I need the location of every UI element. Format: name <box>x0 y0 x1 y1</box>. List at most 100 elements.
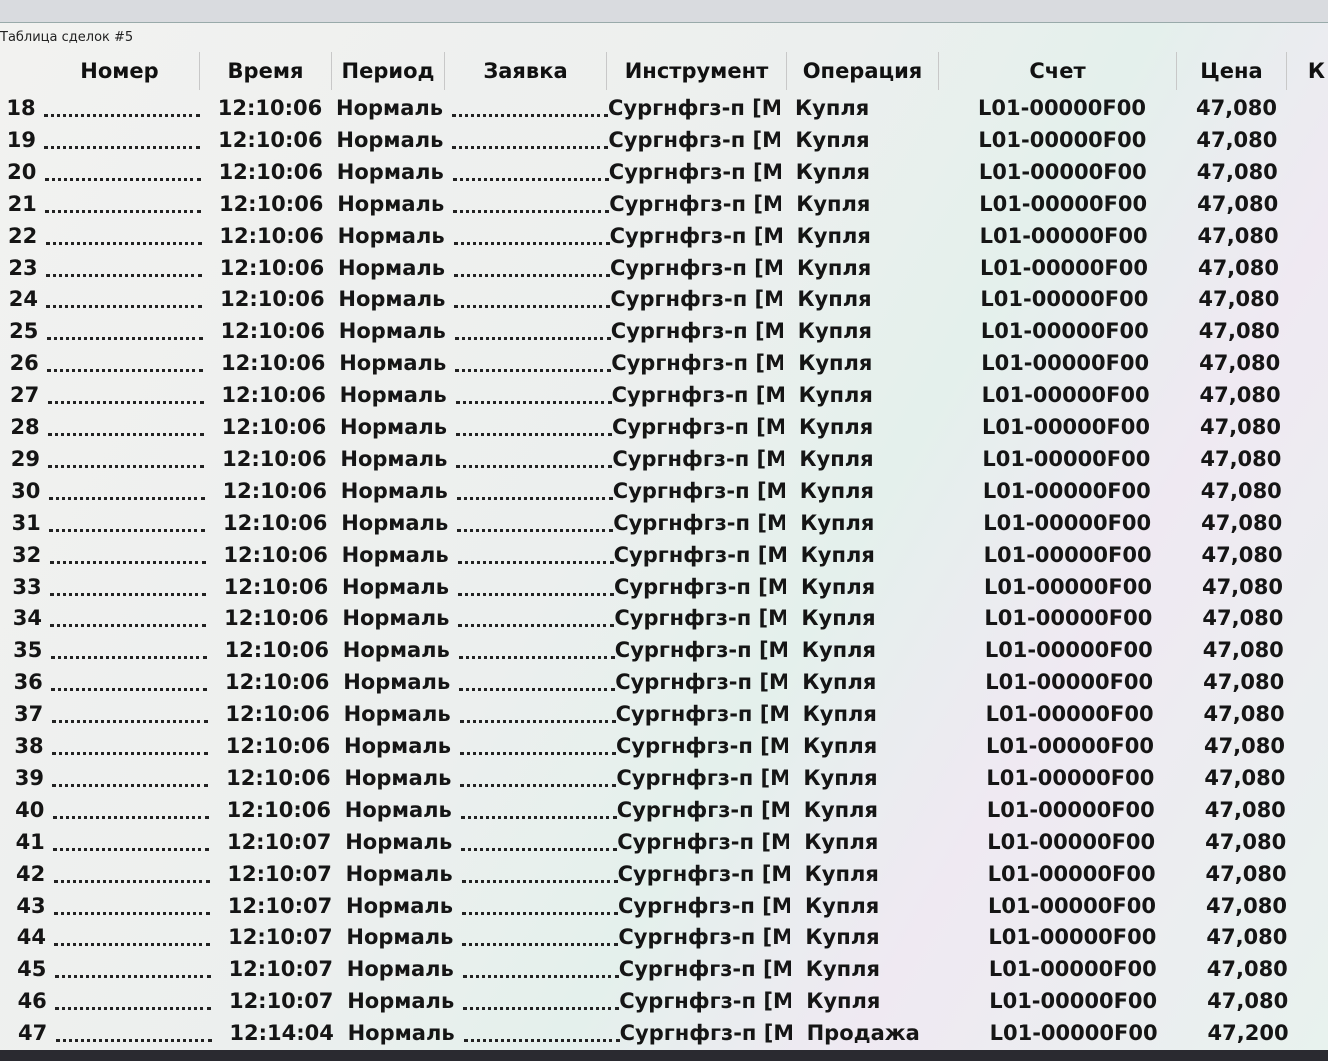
cell-6: 47,080 <box>1203 702 1285 727</box>
cell-1: 12:10:06 <box>220 319 326 344</box>
masked-value <box>53 878 210 883</box>
row-number: 34 <box>12 606 42 631</box>
cell-4: Купля <box>805 957 881 982</box>
cell-2: Нормаль <box>342 606 450 631</box>
row-number: 23 <box>8 255 38 280</box>
column-header[interactable]: Период <box>332 52 445 90</box>
masked-value <box>452 176 609 181</box>
masked-value <box>460 750 616 755</box>
cell-1: 12:10:07 <box>226 829 332 854</box>
cell-6: 47,080 <box>1198 287 1280 312</box>
masked-value <box>50 654 207 660</box>
cell-2: Нормаль <box>339 351 447 376</box>
row-number: 38 <box>14 734 44 758</box>
masked-value <box>462 941 619 947</box>
cell-1: 12:10:06 <box>224 670 330 695</box>
cell-2: Нормаль <box>344 797 452 822</box>
cell-3: Сургнфгз-п [МЕ <box>610 255 782 280</box>
masked-value <box>453 240 610 245</box>
row-number: 36 <box>13 670 43 695</box>
cell-6: 47,200 <box>1207 1021 1289 1046</box>
cell-3: Сургнфгз-п [МЕ <box>617 829 790 854</box>
cell-5: L01-00000F00 <box>984 638 1153 663</box>
masked-value <box>455 367 612 373</box>
masked-value <box>46 303 203 309</box>
cell-3: Сургнфгз-п [МЕ <box>616 765 789 790</box>
masked-value <box>52 782 209 787</box>
cell-3: Сургнфгз-п [МЕ <box>619 1021 792 1046</box>
cell-3: Сургнфгз-п [МЕ <box>608 127 781 152</box>
cell-4: Купля <box>801 574 876 599</box>
cell-5: L01-00000F00 <box>982 446 1151 471</box>
cell-2: Нормаль <box>346 925 454 950</box>
cell-4: Купля <box>797 319 873 344</box>
row-number: 37 <box>13 702 44 727</box>
cell-2: Нормаль <box>340 415 448 439</box>
cell-5: L01-00000F00 <box>985 702 1154 727</box>
column-header[interactable]: Номер <box>40 52 200 90</box>
cell-6: 47,080 <box>1205 829 1287 854</box>
cell-5: L01-00000F00 <box>983 542 1152 567</box>
cell-1: 12:10:07 <box>228 957 334 982</box>
row-number: 31 <box>11 510 41 535</box>
cell-1: 12:10:06 <box>223 542 328 567</box>
masked-value <box>49 559 206 564</box>
masked-value <box>52 750 208 755</box>
masked-value <box>459 718 616 724</box>
column-header[interactable]: Время <box>200 52 332 90</box>
cell-6: 47,080 <box>1201 542 1283 567</box>
cell-5: L01-00000F00 <box>980 287 1149 312</box>
column-header[interactable]: Цена <box>1177 52 1287 90</box>
masked-value <box>457 559 614 564</box>
cell-2: Нормаль <box>337 223 445 248</box>
cell-5: L01-00000F00 <box>978 127 1147 152</box>
cell-2: Нормаль <box>347 989 455 1014</box>
masked-value <box>46 335 203 341</box>
row-number: 41 <box>15 829 45 854</box>
cell-6: 47,080 <box>1196 127 1278 152</box>
cell-5: L01-00000F00 <box>983 510 1152 535</box>
cell-5: L01-00000F00 <box>985 670 1154 695</box>
cell-4: Купля <box>802 702 877 727</box>
cell-3: Сургнфгз-п [МЕ <box>609 191 782 216</box>
top-bar <box>0 0 1328 23</box>
cell-3: Сургнфгз-п [МЕ <box>613 542 786 567</box>
cell-4: Купля <box>804 829 879 854</box>
masked-value <box>463 1037 620 1043</box>
column-header[interactable]: Инструмент <box>607 52 787 90</box>
cell-3: Сургнфгз-п [МЕ <box>613 510 786 535</box>
cell-1: 12:10:06 <box>224 606 329 631</box>
row-number: 27 <box>9 383 40 408</box>
cell-3: Сургнфгз-п [МЕ <box>615 670 788 695</box>
cell-3: Сургнфгз-п [МЕ <box>608 159 781 184</box>
cell-4: Купля <box>799 446 874 471</box>
column-header[interactable]: К <box>1287 52 1328 90</box>
row-number: 46 <box>17 989 47 1014</box>
cell-2: Нормаль <box>343 670 451 695</box>
masked-value <box>48 463 205 468</box>
cell-4: Купля <box>799 478 875 503</box>
cell-1: 12:10:06 <box>218 127 323 152</box>
cell-5: L01-00000F00 <box>986 734 1154 758</box>
masked-value <box>48 431 204 436</box>
cell-1: 12:10:06 <box>222 510 328 535</box>
row-number: 30 <box>11 478 41 503</box>
row-number: 20 <box>7 159 37 184</box>
masked-value <box>55 1005 212 1011</box>
row-number: 21 <box>7 191 37 216</box>
cell-4: Купля <box>796 191 871 216</box>
masked-value <box>52 814 209 819</box>
cell-6: 47,080 <box>1200 478 1282 503</box>
column-header[interactable]: Операция <box>787 52 939 90</box>
masked-value <box>455 399 612 405</box>
column-header[interactable]: Заявка <box>445 52 607 90</box>
column-header[interactable]: Счет <box>939 52 1177 90</box>
cell-4: Купля <box>798 383 873 408</box>
cell-2: Нормаль <box>341 510 449 535</box>
masked-value <box>462 973 619 979</box>
cell-6: 47,080 <box>1201 574 1283 599</box>
masked-value <box>44 144 201 149</box>
cell-1: 12:10:06 <box>219 255 325 280</box>
cell-5: L01-00000F00 <box>978 96 1146 120</box>
cell-2: Нормаль <box>336 96 444 120</box>
